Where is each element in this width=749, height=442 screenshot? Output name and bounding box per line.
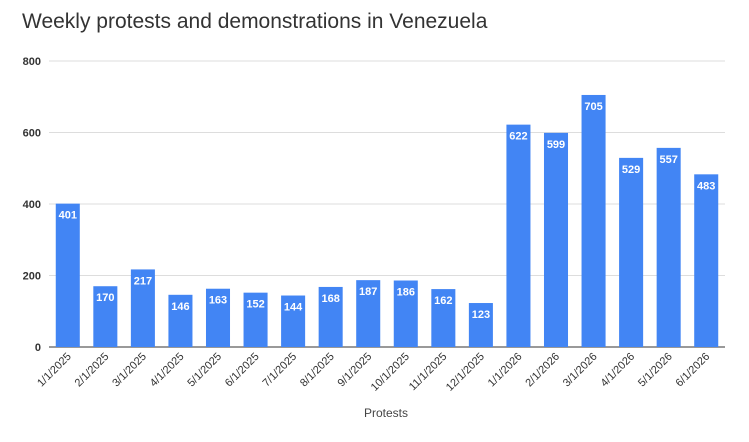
bar	[694, 174, 719, 347]
bar	[318, 286, 343, 347]
grid-lines	[49, 60, 725, 348]
bar	[93, 286, 118, 347]
x-tick-label: 2/1/2025	[73, 351, 112, 390]
bar-value-label: 186	[397, 287, 415, 299]
bar	[619, 157, 644, 347]
x-tick-label: 1/1/2025	[35, 351, 74, 390]
x-tick-label: 10/1/2025	[369, 351, 412, 394]
bar	[506, 124, 531, 347]
x-tick-label: 9/1/2025	[336, 351, 375, 390]
x-tick-label: 4/1/2026	[598, 351, 637, 390]
x-tick-label: 8/1/2025	[298, 351, 337, 390]
x-tick-label: 7/1/2025	[260, 351, 299, 390]
bar-value-label: 152	[246, 299, 264, 311]
bar	[431, 289, 456, 347]
bar	[130, 269, 155, 347]
bar	[243, 292, 268, 347]
x-tick-label: 6/1/2025	[223, 351, 262, 390]
bar	[168, 294, 193, 347]
bar-value-label: 144	[284, 302, 303, 314]
bar-value-label: 483	[697, 180, 715, 192]
bar	[543, 132, 569, 347]
bar-value-label: 170	[96, 292, 114, 304]
bar-value-label: 123	[472, 309, 490, 321]
y-tick-label: 200	[23, 271, 41, 283]
x-tick-label: 3/1/2025	[110, 351, 149, 390]
bar-value-label: 162	[434, 295, 452, 307]
bar-value-label: 557	[659, 154, 677, 166]
bar-value-label: 187	[359, 286, 377, 298]
bar	[581, 94, 606, 348]
bar-value-label: 146	[171, 301, 189, 313]
y-tick-label: 400	[23, 199, 41, 211]
x-tick-label: 12/1/2025	[444, 351, 487, 394]
bar-value-label: 163	[209, 295, 227, 307]
x-axis-title: Protests	[364, 406, 408, 420]
bar	[205, 288, 231, 347]
bar-value-label: 168	[321, 293, 339, 305]
bar-value-label: 217	[134, 275, 152, 287]
bar-value-label: 599	[547, 139, 565, 151]
bar	[656, 147, 681, 347]
x-tick-label: 11/1/2025	[407, 351, 450, 394]
bar	[55, 203, 80, 347]
x-tick-label: 3/1/2026	[561, 351, 600, 390]
x-tick-label: 1/1/2026	[486, 351, 525, 390]
y-axis-ticks: 0 200 400 600 800	[23, 56, 41, 354]
y-tick-label: 0	[35, 342, 41, 354]
y-tick-label: 800	[23, 56, 41, 68]
x-tick-label: 5/1/2025	[185, 351, 224, 390]
x-tick-label: 2/1/2026	[523, 351, 562, 390]
chart-title: Weekly protests and demonstrations in Ve…	[22, 10, 488, 33]
x-tick-label: 4/1/2025	[148, 351, 187, 390]
bar	[468, 303, 493, 347]
bar-value-label: 529	[622, 164, 640, 176]
bar-value-label: 401	[59, 210, 77, 222]
x-tick-label: 6/1/2026	[674, 351, 713, 390]
bar	[356, 280, 381, 347]
x-tick-label: 5/1/2026	[636, 351, 675, 390]
y-tick-label: 600	[23, 128, 41, 140]
bar	[281, 295, 306, 347]
bars	[55, 94, 719, 348]
bar-value-label: 622	[509, 131, 527, 143]
data-labels: 401 170 217 146 163 152 144 168 187 186 162 123 622 5…	[59, 101, 716, 321]
bar	[393, 280, 418, 347]
bar-value-label: 705	[584, 101, 602, 113]
x-axis-ticks: 1/1/20252/1/20253/1/20254/1/20255/1/2025…	[35, 351, 712, 394]
